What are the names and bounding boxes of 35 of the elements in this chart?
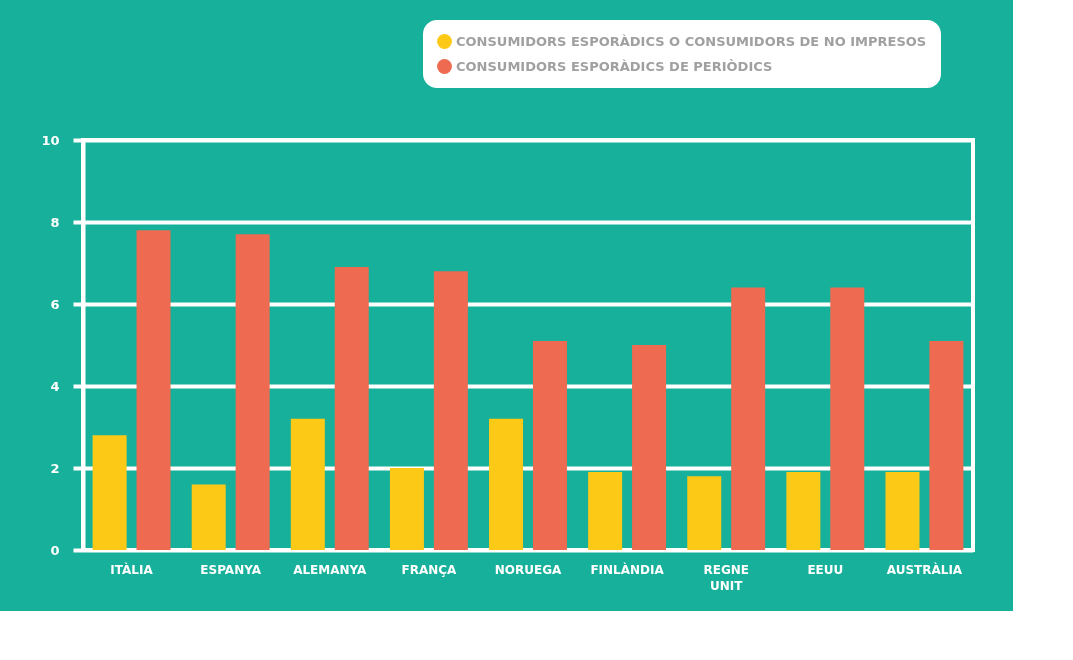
x-tick-label: ESPANYA xyxy=(200,562,262,577)
y-tick-label: 4 xyxy=(50,378,60,394)
x-tick-label: REGNE UNIT xyxy=(703,562,749,593)
bar xyxy=(830,287,865,550)
bar xyxy=(687,476,722,550)
x-tick-label: FINLÀNDIA xyxy=(590,561,665,577)
bar xyxy=(92,435,127,550)
bar xyxy=(489,418,524,550)
y-tick-label: 6 xyxy=(50,296,60,312)
legend-label: CONSUMIDORS ESPORÀDICS DE PERIÒDICS xyxy=(456,58,773,74)
bar xyxy=(136,230,171,550)
x-tick-label: AUSTRÀLIA xyxy=(886,561,963,577)
bar xyxy=(731,287,766,550)
bar xyxy=(334,267,369,550)
bar xyxy=(885,472,920,550)
legend-label: CONSUMIDORS ESPORÀDICS O CONSUMIDORS DE NO IMPRESOS xyxy=(456,33,927,49)
x-tick-label: ALEMANYA xyxy=(293,562,368,577)
bar xyxy=(235,234,270,550)
bar xyxy=(191,484,226,550)
x-tick-label: EEUU xyxy=(807,562,844,577)
x-tick-label: FRANÇA xyxy=(401,562,458,577)
bar xyxy=(389,468,424,550)
bar xyxy=(433,271,468,550)
bar xyxy=(532,340,567,550)
y-tick-label: 10 xyxy=(41,132,60,148)
y-tick-label: 0 xyxy=(50,542,60,558)
y-tick-label: 2 xyxy=(50,460,60,476)
bar xyxy=(588,472,623,550)
y-tick-label: 8 xyxy=(50,214,60,230)
bar xyxy=(786,472,821,550)
x-tick-label: ITÀLIA xyxy=(110,561,154,577)
bar xyxy=(929,340,964,550)
x-tick-label: NORUEGA xyxy=(494,562,562,577)
bar xyxy=(632,345,667,550)
bar xyxy=(290,418,325,550)
